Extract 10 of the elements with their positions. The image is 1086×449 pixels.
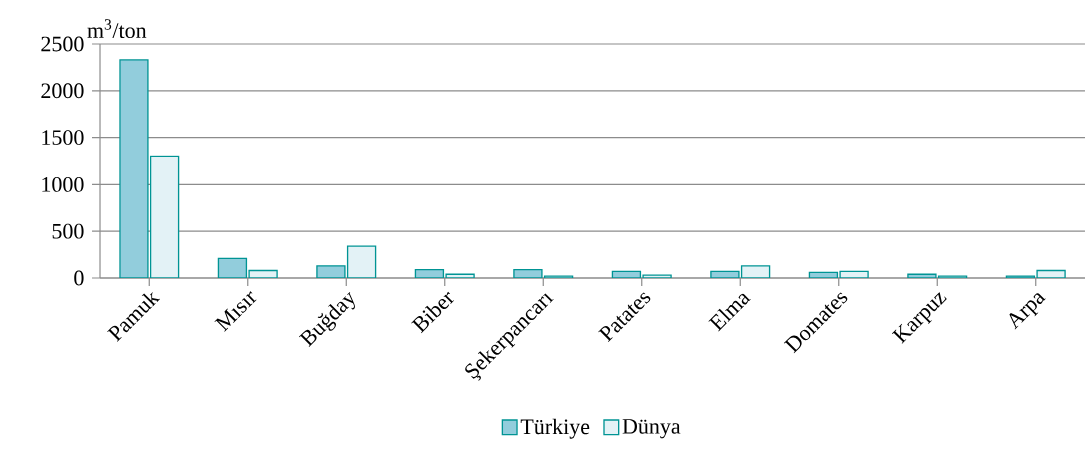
x-tick-label: Arpa bbox=[1009, 293, 1046, 330]
legend-label: Dünya bbox=[622, 419, 681, 439]
y-tick-label: 0 bbox=[74, 270, 84, 286]
y-tick-label: 2000 bbox=[41, 83, 84, 99]
y-tick-label: 500 bbox=[52, 223, 84, 239]
y-tick-label: 2500 bbox=[41, 36, 84, 52]
y-tick-label: 1000 bbox=[42, 176, 84, 192]
legend-label: Türkiye bbox=[520, 418, 590, 439]
y-tick-label: 1500 bbox=[42, 130, 84, 146]
y-axis-title: m$^{3}$/ton bbox=[87, 19, 147, 39]
